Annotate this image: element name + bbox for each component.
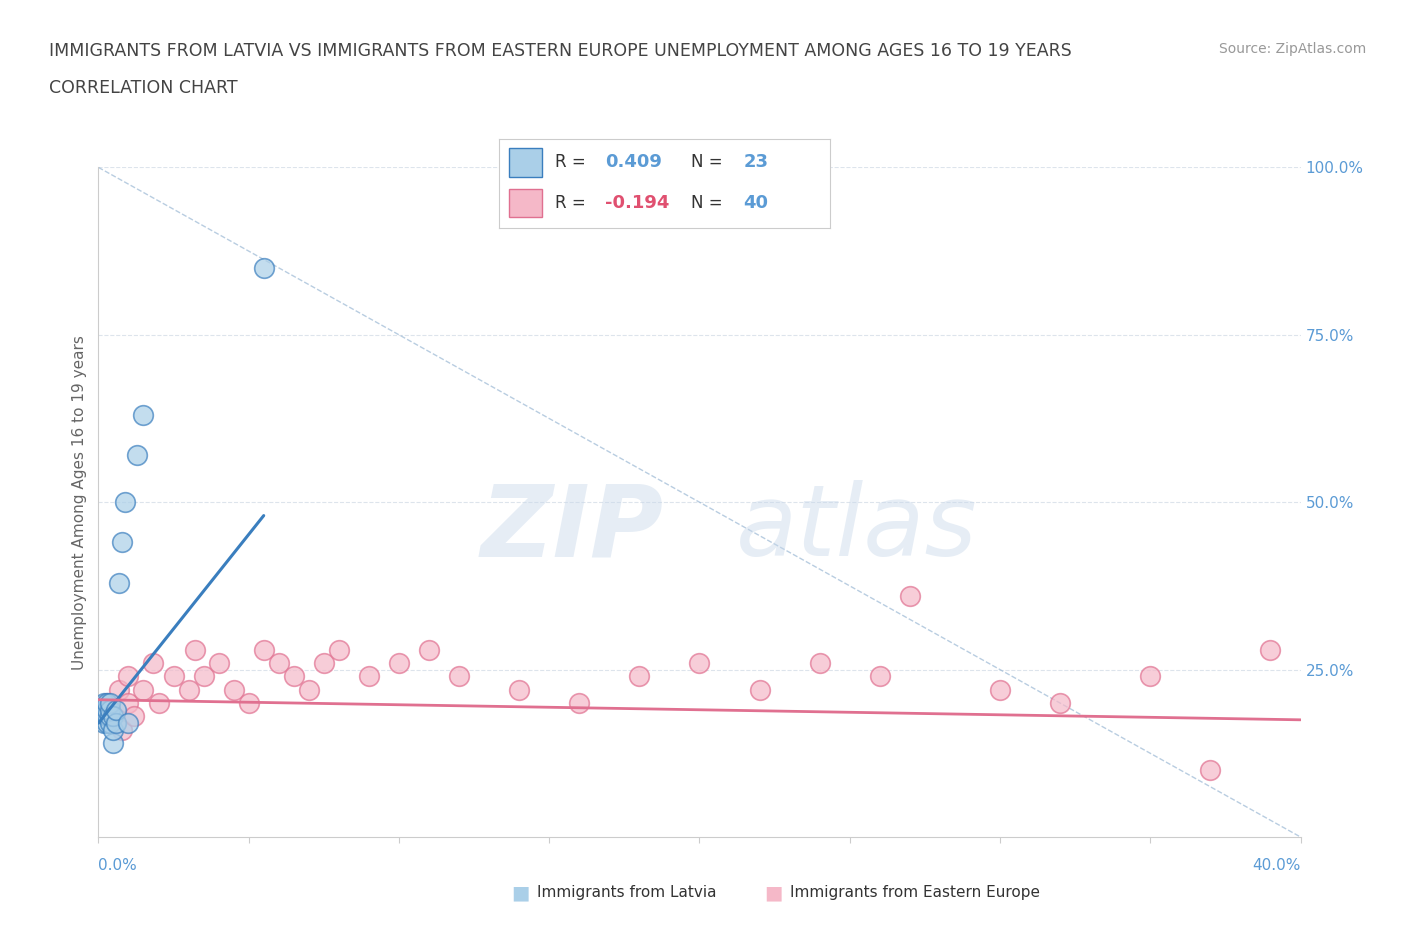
Point [111,535,134,550]
Point [222,683,245,698]
Text: N =: N = [690,153,728,171]
Point [105,702,128,717]
Point [1199,763,1222,777]
Point [748,683,770,698]
Text: Source: ZipAtlas.com: Source: ZipAtlas.com [1219,42,1367,56]
Point [117,696,139,711]
Text: N =: N = [690,194,728,212]
Text: R =: R = [555,194,592,212]
Text: 0.409: 0.409 [605,153,662,171]
Text: 23: 23 [744,153,769,171]
Point [96,696,118,711]
Point [100,696,122,711]
Point [267,656,290,671]
Text: ZIP: ZIP [481,481,664,578]
Point [93,696,115,711]
Text: ■: ■ [510,884,530,902]
Point [238,696,260,711]
Point [418,642,440,657]
Point [96,709,118,724]
Point [103,709,125,724]
Point [869,669,891,684]
Point [100,716,122,731]
Point [96,716,118,731]
Point [183,642,205,657]
Point [93,716,115,731]
Point [689,656,711,671]
Point [328,642,350,657]
Point [141,656,163,671]
Text: atlas: atlas [735,481,977,578]
Point [100,709,122,724]
Point [253,642,276,657]
Point [100,702,122,717]
Point [96,696,118,711]
Point [447,669,470,684]
Point [124,709,146,724]
Point [1049,696,1071,711]
Point [298,683,321,698]
Point [96,702,118,717]
Point [103,736,125,751]
Point [508,683,530,698]
Point [108,575,131,590]
Point [105,716,128,731]
Point [208,656,231,671]
Point [898,589,921,604]
Text: Immigrants from Latvia: Immigrants from Latvia [537,885,717,900]
Point [628,669,651,684]
Point [162,669,184,684]
Point [357,669,380,684]
Point [108,683,131,698]
Point [1139,669,1161,684]
Point [177,683,200,698]
Text: CORRELATION CHART: CORRELATION CHART [49,79,238,97]
Text: ■: ■ [763,884,783,902]
Point [808,656,831,671]
Bar [509,148,543,177]
Text: R =: R = [555,153,592,171]
Point [148,696,170,711]
Point [117,716,139,731]
Point [103,709,125,724]
Text: IMMIGRANTS FROM LATVIA VS IMMIGRANTS FROM EASTERN EUROPE UNEMPLOYMENT AMONG AGES: IMMIGRANTS FROM LATVIA VS IMMIGRANTS FRO… [49,42,1071,60]
Point [193,669,215,684]
Point [127,448,149,463]
Point [253,260,276,275]
Text: Immigrants from Eastern Europe: Immigrants from Eastern Europe [790,885,1040,900]
Point [114,495,136,510]
Text: 40.0%: 40.0% [1253,857,1301,872]
Point [283,669,305,684]
Y-axis label: Unemployment Among Ages 16 to 19 years: Unemployment Among Ages 16 to 19 years [72,335,87,670]
Point [117,669,139,684]
Point [988,683,1011,698]
Point [568,696,591,711]
Point [93,702,115,717]
Bar [509,189,543,218]
Point [132,683,155,698]
Point [103,723,125,737]
Point [132,407,155,422]
Point [1260,642,1282,657]
Text: 40: 40 [744,194,769,212]
Point [388,656,411,671]
Point [111,723,134,737]
Text: 0.0%: 0.0% [98,857,138,872]
Point [312,656,335,671]
Text: -0.194: -0.194 [605,194,669,212]
